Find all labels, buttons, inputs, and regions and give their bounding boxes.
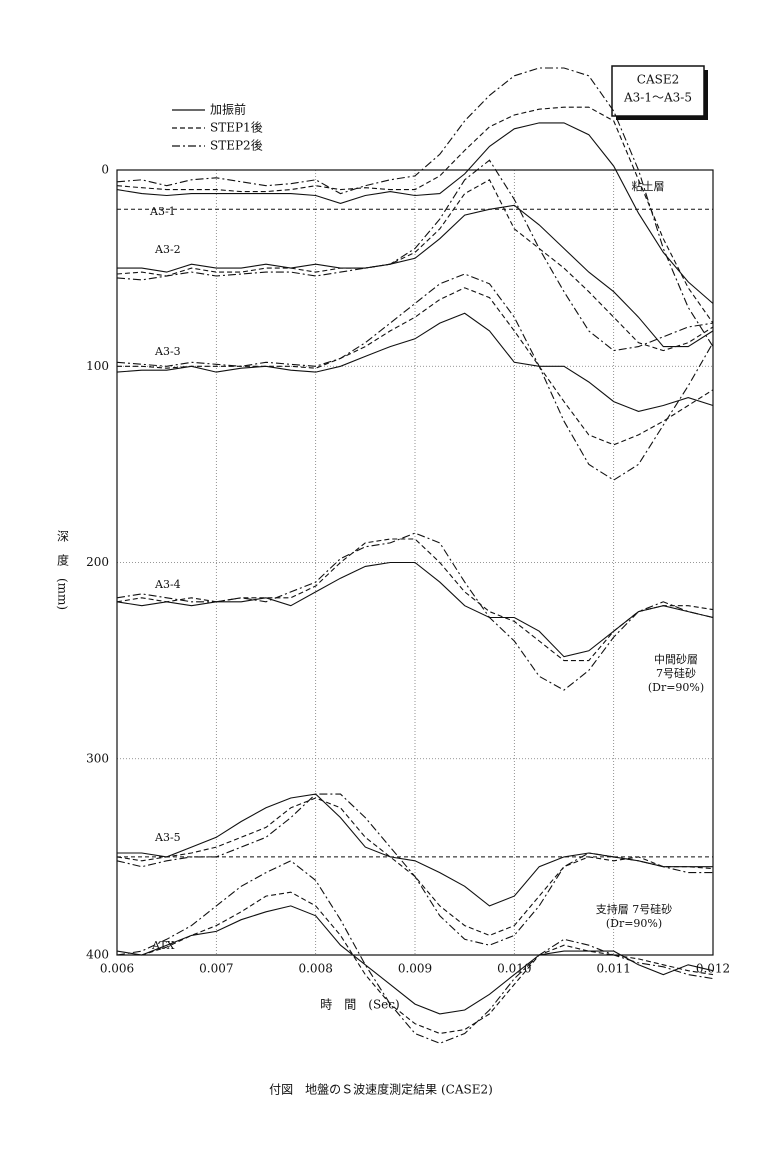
case-box	[611, 65, 705, 117]
figure-caption: 付図 地盤のＳ波速度測定結果 (CASE2)	[269, 1082, 493, 1097]
group-label: A3-5	[154, 831, 181, 844]
group-label: A3-1	[149, 205, 176, 218]
y-axis-label: 深 度 (mm)	[56, 529, 70, 610]
x-tick-label: 0.008	[298, 962, 332, 976]
waveform	[116, 312, 714, 412]
x-axis-label: 時 間 (Sec)	[320, 998, 399, 1012]
x-tick-label: 0.006	[100, 962, 134, 976]
waveform	[116, 860, 714, 1044]
waveform	[116, 793, 713, 946]
x-tick-label: 0.009	[398, 962, 432, 976]
case-subtitle: A3-1〜A3-5	[623, 91, 692, 105]
legend-label: 加振前	[210, 102, 246, 117]
legend-label: STEP1後	[210, 121, 263, 135]
x-tick-label: 0.012	[696, 962, 730, 976]
annotation: 7号硅砂	[656, 667, 696, 680]
waveform	[117, 287, 714, 446]
plot-frame	[116, 169, 714, 956]
x-tick-label: 0.007	[199, 962, 233, 976]
waveform	[117, 891, 714, 1035]
group-label: A3-3	[154, 345, 181, 358]
y-tick-label: 400	[86, 948, 109, 962]
y-tick-label: 300	[86, 751, 109, 765]
waveform	[116, 106, 714, 324]
group-label: ATX	[151, 939, 175, 952]
annotation: (Dr=90%)	[648, 681, 704, 694]
y-tick-label: 100	[86, 359, 109, 373]
waveform	[116, 273, 714, 481]
annotation: 中間砂層	[654, 653, 698, 666]
group-label: A3-2	[154, 243, 181, 256]
waveform	[116, 122, 714, 304]
waveform	[116, 67, 714, 347]
waveform	[116, 905, 714, 1015]
case-title: CASE2	[637, 73, 679, 87]
waveform	[116, 797, 714, 936]
x-tick-label: 0.010	[497, 962, 531, 976]
group-label: A3-4	[154, 578, 181, 591]
y-tick-label: 0	[101, 163, 109, 177]
waveform	[116, 179, 714, 352]
x-tick-label: 0.011	[596, 962, 630, 976]
annotation: 粘土層	[632, 179, 665, 193]
waveform	[116, 159, 714, 352]
waveform	[116, 561, 714, 658]
annotation: (Dr=90%)	[606, 917, 662, 930]
annotation: 支持層 7号硅砂	[596, 902, 673, 916]
legend-label: STEP2後	[210, 139, 263, 153]
waveform	[117, 204, 714, 348]
y-tick-label: 200	[86, 555, 109, 569]
waveform	[116, 532, 714, 691]
